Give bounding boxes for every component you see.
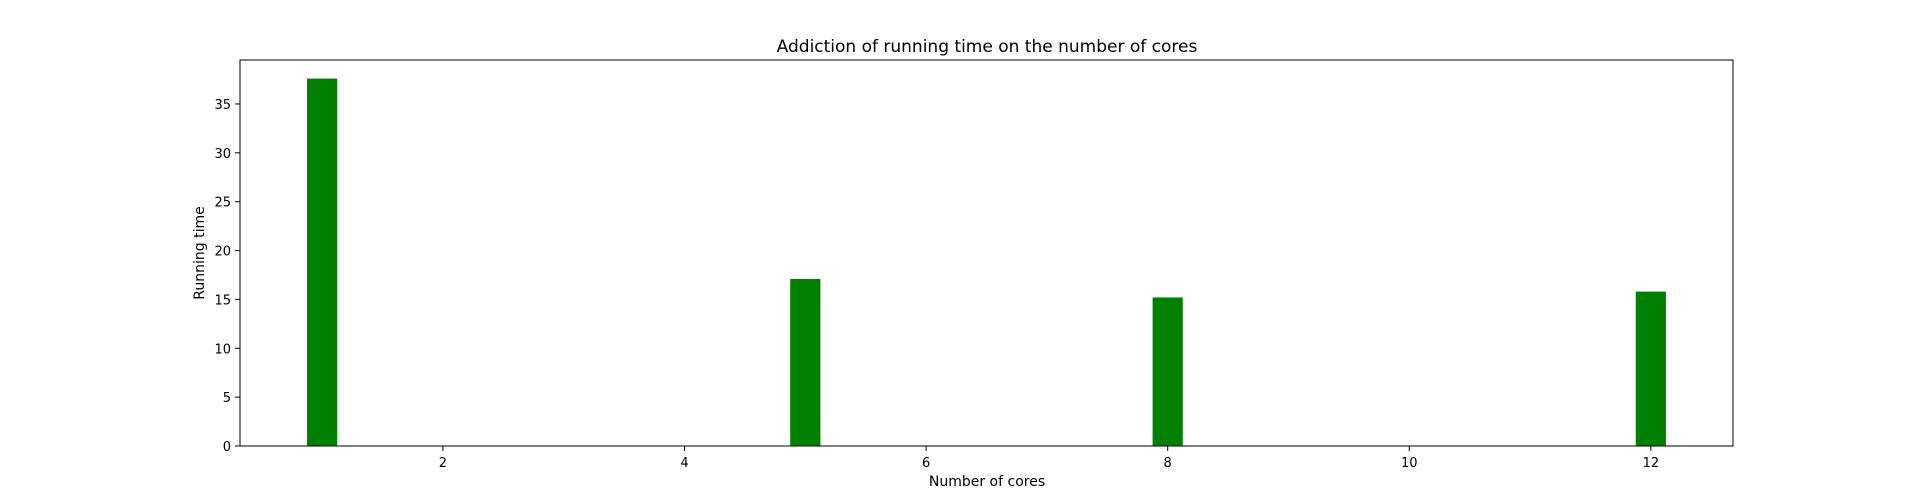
x-tick-label: 6 — [922, 456, 930, 471]
x-axis-label: Number of cores — [929, 474, 1045, 490]
bar-cores-1 — [307, 78, 338, 447]
y-axis-ticks: 0 5 10 15 20 25 30 35 — [214, 98, 240, 455]
y-tick-label: 20 — [214, 245, 231, 260]
x-axis-ticks: 2 4 6 8 10 12 — [439, 446, 1659, 471]
x-tick-label: 2 — [439, 456, 447, 471]
y-tick-label: 35 — [214, 98, 231, 113]
chart-title: Addiction of running time on the number … — [777, 37, 1198, 57]
x-tick-label: 10 — [1401, 456, 1418, 471]
y-tick-label: 10 — [214, 342, 231, 357]
y-tick-label: 25 — [214, 196, 231, 211]
y-tick-label: 15 — [214, 293, 231, 308]
y-axis-label: Running time — [192, 206, 208, 299]
bar-cores-5 — [790, 278, 821, 446]
x-tick-label: 12 — [1643, 456, 1660, 471]
y-tick-label: 30 — [214, 147, 231, 162]
x-tick-label: 8 — [1164, 456, 1172, 471]
y-tick-label: 5 — [223, 391, 231, 406]
x-tick-label: 4 — [680, 456, 688, 471]
bars — [307, 78, 1666, 447]
y-tick-label: 0 — [223, 440, 231, 455]
plot-area-frame — [239, 59, 1734, 447]
bar-cores-8 — [1152, 297, 1183, 446]
bar-cores-12 — [1635, 291, 1666, 446]
